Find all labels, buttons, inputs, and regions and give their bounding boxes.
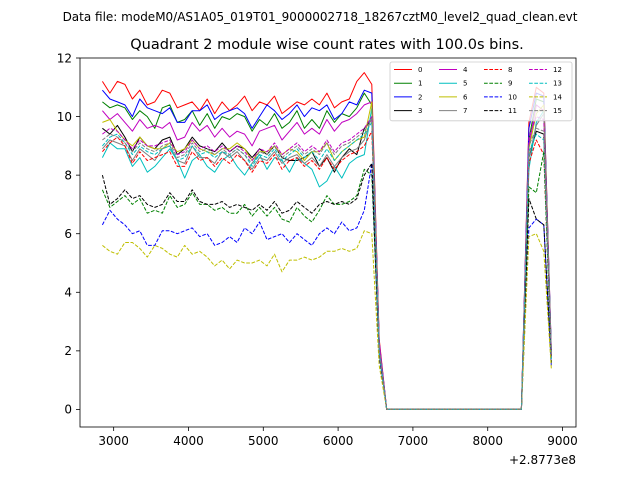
chart-suptitle: Data file: modeM0/AS1A05_019T01_90000027… (63, 10, 578, 24)
series-line-13 (102, 121, 552, 410)
y-tick-label: 12 (57, 51, 72, 65)
series-line-12 (102, 116, 552, 410)
plot-area: 3000 4000 5000 6000 7000 8000 9000 +2.8773e8 0 2 4… (57, 51, 578, 467)
chart-title: Quadrant 2 module wise count rates with … (130, 37, 524, 53)
legend-box (389, 61, 573, 122)
legend-label-2: 2 (418, 93, 422, 101)
x-tick-label: 9000 (547, 434, 578, 448)
y-tick-label: 4 (64, 286, 72, 300)
y-tick-label: 10 (57, 110, 72, 124)
legend-label-11: 11 (508, 107, 517, 115)
x-tick-label: 5000 (248, 434, 279, 448)
legend-label-1: 1 (418, 80, 422, 88)
x-offset-label: +2.8773e8 (509, 453, 576, 467)
x-tick-label: 6000 (323, 434, 354, 448)
y-tick-label: 2 (64, 344, 72, 358)
legend-label-4: 4 (463, 66, 468, 74)
legend-label-15: 15 (553, 107, 562, 115)
series-line-15 (102, 119, 552, 410)
x-tick-label: 4000 (173, 434, 204, 448)
axes-frame (79, 57, 577, 428)
legend-label-13: 13 (553, 80, 562, 88)
legend-label-5: 5 (463, 80, 467, 88)
legend-label-6: 6 (463, 93, 468, 101)
y-tick-label: 0 (64, 403, 72, 417)
legend-label-10: 10 (508, 93, 517, 101)
legend-label-7: 7 (463, 107, 467, 115)
legend-label-14: 14 (553, 93, 562, 101)
legend-label-8: 8 (508, 66, 512, 74)
series-group (101, 72, 552, 410)
legend-label-3: 3 (418, 107, 422, 115)
legend-label-12: 12 (553, 66, 562, 74)
legend-label-9: 9 (508, 80, 512, 88)
y-tick-label: 6 (64, 227, 72, 241)
x-tick-label: 3000 (98, 434, 129, 448)
legend-label-0: 0 (418, 66, 422, 74)
y-tick-label: 8 (64, 168, 72, 182)
x-tick-label: 7000 (398, 434, 429, 448)
x-tick-label: 8000 (472, 434, 503, 448)
